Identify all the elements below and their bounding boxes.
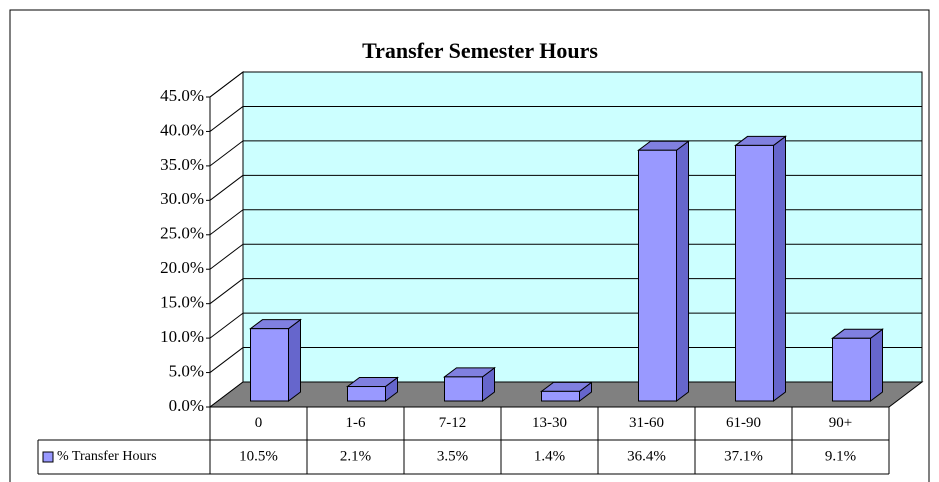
x-tick-label: 90+ xyxy=(829,415,852,431)
grid-line xyxy=(209,71,244,98)
bar xyxy=(638,149,677,402)
bar xyxy=(250,328,289,402)
x-tick-label: 7-12 xyxy=(439,415,467,431)
bar xyxy=(347,386,386,402)
value-label: 3.5% xyxy=(437,448,468,464)
bar-side xyxy=(676,140,689,402)
y-tick-label: 35.0% xyxy=(160,155,204,174)
grid-line xyxy=(209,106,244,132)
grid-line xyxy=(209,174,244,201)
grid-line xyxy=(209,312,244,339)
y-tick-label: 15.0% xyxy=(160,293,204,312)
y-tick-label: 10.0% xyxy=(160,327,204,346)
value-label: 9.1% xyxy=(825,448,856,464)
bar-side xyxy=(773,135,786,402)
x-tick-label: 61-90 xyxy=(726,415,761,431)
side-wall xyxy=(209,70,244,409)
bar xyxy=(541,390,580,402)
bar-side xyxy=(288,318,301,402)
value-label: 10.5% xyxy=(239,448,278,464)
x-tick-label: 31-60 xyxy=(629,415,664,431)
legend-key xyxy=(42,451,54,463)
back-wall xyxy=(242,71,923,383)
grid-line xyxy=(209,278,244,305)
y-tick-label: 5.0% xyxy=(169,361,204,380)
y-tick-label: 0.0% xyxy=(169,396,204,415)
y-tick-label: 45.0% xyxy=(160,86,204,105)
grid-line xyxy=(209,347,244,373)
value-label: 37.1% xyxy=(724,448,763,464)
x-tick-label: 1-6 xyxy=(346,415,366,431)
bar xyxy=(832,337,871,402)
chart-title: Transfer Semester Hours xyxy=(362,38,598,63)
value-label: 36.4% xyxy=(627,448,666,464)
x-tick-label: 0 xyxy=(255,415,263,431)
bar xyxy=(735,144,774,402)
value-label: 1.4% xyxy=(534,448,565,464)
legend-label: % Transfer Hours xyxy=(57,449,157,464)
y-tick-label: 25.0% xyxy=(160,224,204,243)
bar xyxy=(444,376,483,402)
grid-line xyxy=(209,209,244,236)
grid-line xyxy=(209,140,244,167)
y-tick-label: 20.0% xyxy=(160,258,204,277)
x-tick-label: 13-30 xyxy=(532,415,567,431)
value-label: 2.1% xyxy=(340,448,371,464)
bar-side xyxy=(870,328,883,402)
y-tick-label: 30.0% xyxy=(160,189,204,208)
grid-line xyxy=(209,243,244,270)
y-tick-label: 40.0% xyxy=(160,120,204,139)
